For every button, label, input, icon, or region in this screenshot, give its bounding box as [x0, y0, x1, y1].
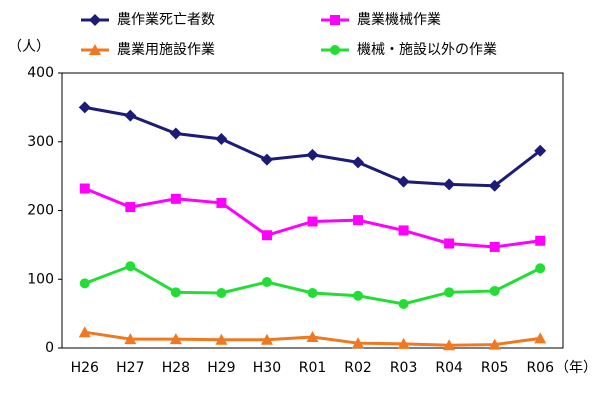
legend-marker	[330, 45, 340, 55]
data-point	[170, 193, 181, 204]
x-tick-label: H30	[253, 360, 281, 376]
y-tick-label: 100	[27, 271, 54, 287]
data-point	[125, 261, 136, 272]
x-tick-label: H28	[162, 360, 190, 376]
data-point	[169, 127, 182, 140]
data-point	[125, 202, 136, 213]
legend-marker	[89, 14, 101, 26]
x-tick-label: R01	[299, 360, 327, 376]
data-point	[352, 156, 365, 169]
data-point	[352, 337, 365, 349]
y-axis-unit: （人）	[8, 39, 50, 55]
data-point	[488, 179, 501, 192]
legend-label: 農作業死亡者数	[117, 12, 215, 28]
x-tick-label: H27	[116, 360, 144, 376]
data-point	[444, 287, 455, 298]
data-point	[124, 109, 137, 122]
data-point	[216, 288, 227, 298]
data-point	[169, 333, 182, 345]
data-point	[398, 299, 409, 309]
data-point	[488, 338, 501, 350]
data-point	[215, 133, 228, 145]
series-line	[84, 105, 542, 188]
data-point	[260, 153, 273, 166]
data-point	[444, 238, 455, 249]
data-point	[306, 331, 319, 342]
data-point	[534, 332, 547, 344]
data-point	[398, 225, 409, 236]
x-tick-label: R02	[344, 360, 372, 376]
legend-label: 農業用施設作業	[117, 42, 215, 58]
data-point	[443, 178, 456, 191]
data-point	[489, 285, 500, 296]
data-point	[216, 197, 227, 208]
data-point	[124, 333, 137, 345]
x-tick-label: H26	[71, 360, 99, 376]
data-point	[78, 101, 91, 114]
data-point	[353, 215, 364, 226]
x-tick-label: R04	[435, 360, 463, 376]
x-tick-label: R05	[481, 360, 509, 376]
legend-marker	[89, 44, 101, 55]
data-point	[397, 337, 410, 349]
data-point	[78, 326, 91, 338]
data-point	[261, 277, 272, 287]
x-tick-label: H29	[207, 360, 235, 376]
data-point	[306, 148, 319, 161]
y-tick-label: 0	[45, 340, 54, 356]
plot-area	[61, 72, 564, 349]
data-point	[170, 287, 181, 298]
x-tick-label: R06	[526, 360, 554, 376]
data-point	[535, 235, 546, 246]
data-point	[489, 241, 500, 252]
data-point	[79, 183, 90, 194]
data-point	[534, 144, 547, 157]
legend-marker	[330, 15, 340, 25]
data-point	[307, 288, 318, 298]
y-tick-label: 400	[27, 65, 54, 81]
data-point	[215, 333, 228, 345]
data-point	[353, 290, 364, 301]
y-tick-label: 200	[27, 203, 54, 219]
legend-label: 機械・施設以外の作業	[357, 42, 497, 58]
data-point	[443, 339, 456, 351]
x-tick-label: R03	[390, 360, 418, 376]
x-axis-unit: （年）	[555, 360, 597, 376]
data-point	[397, 175, 410, 188]
data-point	[79, 278, 90, 289]
y-tick-label: 300	[27, 134, 54, 150]
series-line	[84, 264, 541, 306]
data-point	[260, 333, 273, 345]
data-point	[261, 230, 272, 241]
data-point	[307, 216, 318, 227]
legend-label: 農業機械作業	[357, 12, 441, 28]
data-point	[535, 263, 546, 274]
